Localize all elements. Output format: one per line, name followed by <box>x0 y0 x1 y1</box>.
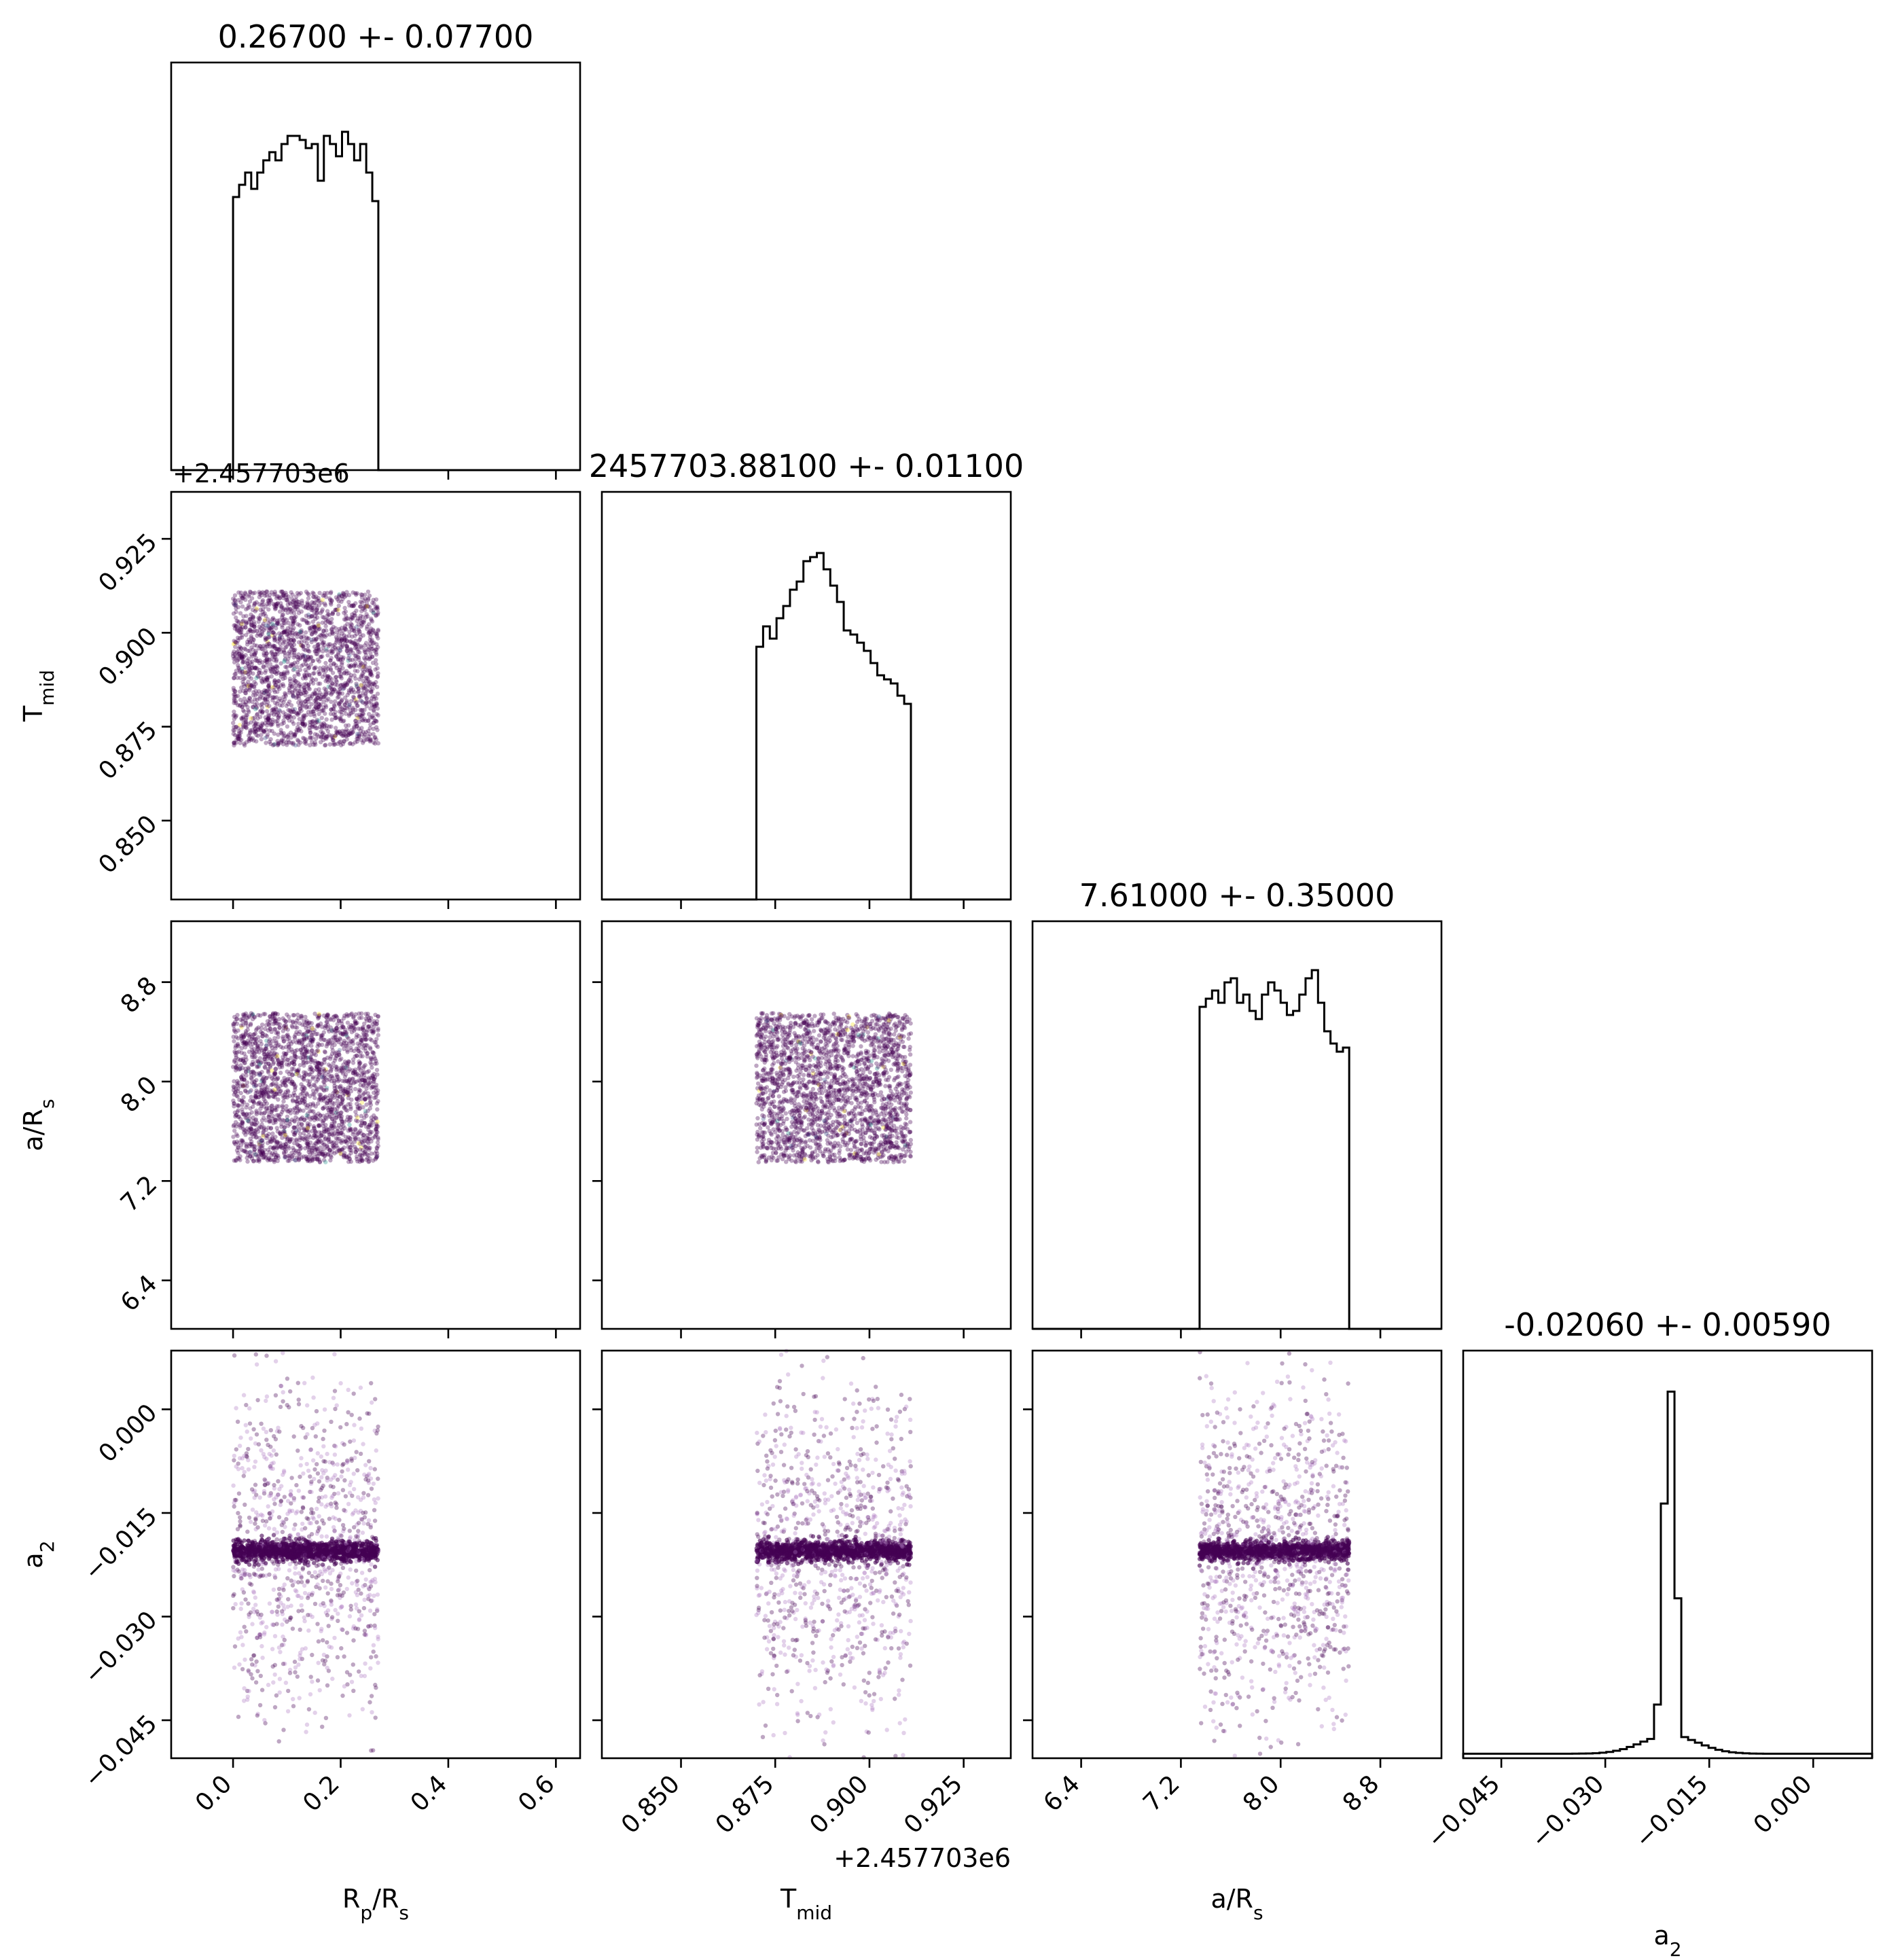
panel-Tmid-Tmid: 2457703.88100 +- 0.01100 <box>589 448 1024 909</box>
x-tick-label: −0.045 <box>1422 1770 1505 1853</box>
x-tick-label: 0.4 <box>406 1770 452 1817</box>
y-tick-label: 8.0 <box>115 1071 162 1118</box>
x-tick-label: 0.000 <box>1748 1770 1818 1839</box>
x-axis-label-Rp/Rs: Rp/Rs <box>342 1884 409 1924</box>
x-tick-label: 7.2 <box>1138 1770 1185 1817</box>
x-tick-label: 0.900 <box>804 1770 874 1839</box>
y-tick-label: −0.015 <box>79 1502 162 1586</box>
x-tick-label: 0.850 <box>616 1770 685 1839</box>
scatter-Tmid-a/Rs <box>754 1011 913 1164</box>
x-tick-label: 6.4 <box>1038 1770 1085 1817</box>
y-tick-label: −0.030 <box>79 1606 162 1690</box>
scatter-a/Rs-a2 <box>1198 1350 1352 1758</box>
panel-a2-a2: -0.02060 +- 0.00590 −0.045 −0.030 −0.015 0.0… <box>1422 1306 1872 1854</box>
panel-title-a2: -0.02060 +- 0.00590 <box>1504 1306 1831 1343</box>
x-axis-label-Tmid: Tmid <box>780 1884 832 1924</box>
histogram-a/Rs <box>1033 970 1441 1329</box>
panel-Rp/Rs-a/Rs: 6.4 7.2 8.0 8.8 <box>115 921 580 1338</box>
x-tick-label: 8.8 <box>1338 1770 1384 1817</box>
x-tick-label: 0.875 <box>711 1770 780 1839</box>
y-tick-label: 0.850 <box>94 810 163 879</box>
x-tick-label: 0.2 <box>298 1770 344 1817</box>
scatter-Rp/Rs-Tmid <box>231 590 380 748</box>
panel-frame <box>602 492 1011 899</box>
panel-frame <box>602 921 1011 1329</box>
panel-Rp/Rs-Tmid: 0.850 0.875 0.900 0.925 <box>94 492 580 909</box>
scatter-Tmid-a2 <box>754 1349 913 1760</box>
histogram-Rp/Rs <box>171 132 580 470</box>
y-tick-label: 0.875 <box>94 716 163 785</box>
y-axis-label-a2: a2 <box>18 1540 58 1568</box>
y-tick-label: 6.4 <box>115 1270 162 1317</box>
x-axis-label-a/Rs: a/Rs <box>1210 1884 1263 1924</box>
panel-Rp/Rs-Rp/Rs: 0.26700 +- 0.07700 <box>171 18 580 480</box>
y-axis-label-a/Rs: a/Rs <box>18 1099 58 1151</box>
panel-Rp/Rs-a2: 0.0 0.2 0.4 0.6 −0.045 −0.030 −0.015 0.000 <box>79 1351 580 1817</box>
y-tick-label: 8.8 <box>115 972 162 1018</box>
y-offset-label: +2.457703e6 <box>173 459 350 488</box>
x-axis-label-a2: a2 <box>1653 1921 1681 1960</box>
panel-Tmid-a/Rs <box>592 921 1011 1338</box>
y-tick-label: 0.000 <box>94 1399 163 1468</box>
panel-title-a/Rs: 7.61000 +- 0.35000 <box>1079 877 1395 914</box>
corner-plot: 0.26700 +- 0.07700 0.850 0.875 0.900 0.925 24… <box>0 0 1883 1960</box>
x-tick-label: −0.030 <box>1526 1770 1609 1853</box>
y-tick-label: −0.045 <box>79 1710 162 1794</box>
histogram-Tmid <box>602 553 1011 899</box>
histogram-a2 <box>1463 1391 1872 1758</box>
y-axis-label-Tmid: Tmid <box>18 670 58 722</box>
y-tick-label: 7.2 <box>115 1171 162 1217</box>
scatter-Rp/Rs-a2 <box>231 1351 380 1753</box>
scatter-Rp/Rs-a/Rs <box>231 1011 380 1164</box>
x-tick-label: −0.015 <box>1630 1770 1713 1853</box>
x-tick-label: 0.925 <box>899 1770 968 1839</box>
panel-a/Rs-a2: 6.4 7.2 8.0 8.8 <box>1023 1350 1441 1817</box>
x-tick-label: 0.0 <box>190 1770 237 1817</box>
panel-a/Rs-a/Rs: 7.61000 +- 0.35000 <box>1033 877 1441 1338</box>
panel-title-Tmid: 2457703.88100 +- 0.01100 <box>589 448 1024 484</box>
x-tick-label: 8.0 <box>1238 1770 1285 1817</box>
x-tick-label: 0.6 <box>513 1770 560 1817</box>
x-offset-label: +2.457703e6 <box>833 1843 1011 1873</box>
panel-Tmid-a2: 0.850 0.875 0.900 0.925 <box>592 1349 1011 1839</box>
y-tick-label: 0.925 <box>94 529 163 598</box>
y-tick-label: 0.900 <box>94 622 163 692</box>
panel-title-Rp/Rs: 0.26700 +- 0.07700 <box>218 18 534 55</box>
